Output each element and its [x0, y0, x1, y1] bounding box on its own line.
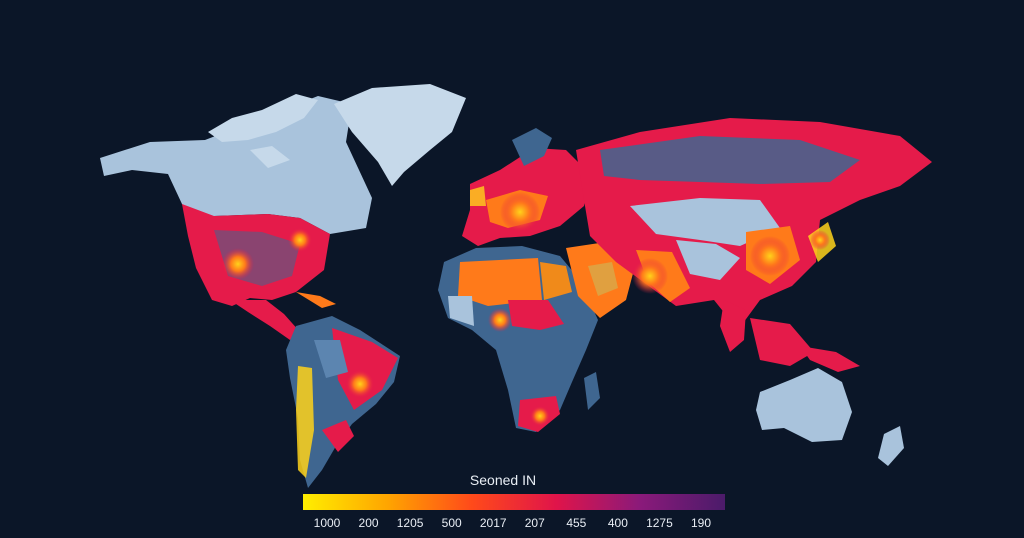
legend-tick-label: 207	[524, 516, 545, 530]
region-asia	[576, 118, 932, 366]
legend-tick-labels: 1000 200 1205 500 2017 207 455 400 1275 190	[303, 516, 725, 532]
legend-tick-label: 500	[441, 516, 462, 530]
region-africa	[438, 246, 600, 432]
legend-tick-label: 2017	[479, 516, 507, 530]
legend-tick-label: 455	[566, 516, 587, 530]
region-greenland	[208, 84, 466, 186]
region-north-america	[100, 96, 372, 340]
region-south-america	[286, 316, 400, 488]
legend-tick-label: 1205	[396, 516, 424, 530]
legend-title: Seoned IN	[469, 472, 537, 488]
legend-color-scale	[303, 494, 725, 510]
region-australia	[756, 346, 904, 466]
legend-tick-label: 400	[607, 516, 628, 530]
legend-tick-label: 1275	[646, 516, 673, 530]
legend-tick-label: 200	[358, 516, 379, 530]
population-hotspots	[222, 192, 830, 426]
legend-tick-label: 1000	[313, 516, 341, 530]
legend-tick-label: 190	[690, 516, 712, 530]
